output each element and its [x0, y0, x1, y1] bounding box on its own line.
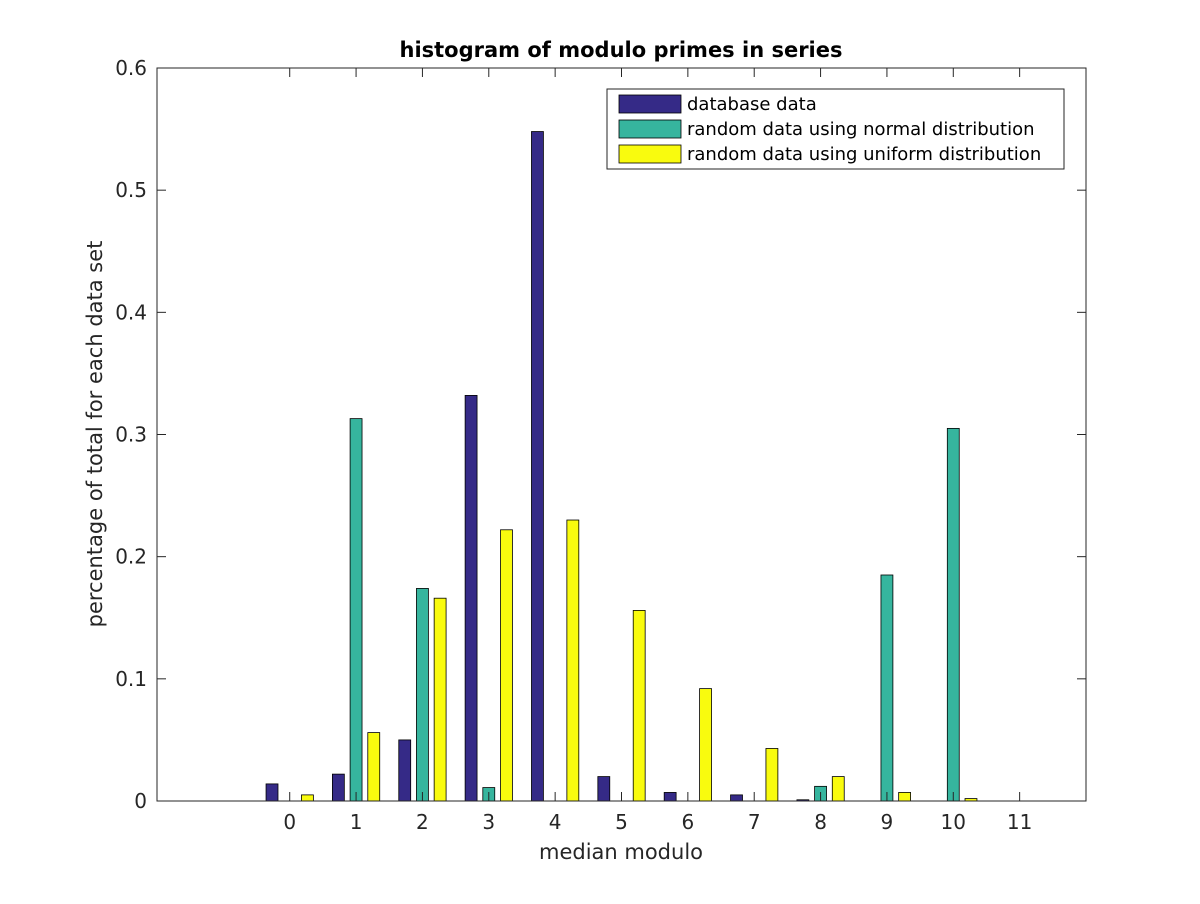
x-tick-label: 0	[283, 810, 296, 834]
x-tick-label: 3	[482, 810, 495, 834]
bar-series-2-cat-10	[946, 427, 960, 802]
x-tick-label: 5	[615, 810, 628, 834]
legend-swatch-series-2	[618, 119, 682, 139]
legend-label-series-1: database data	[687, 94, 817, 115]
bar-series-3-cat-1	[367, 732, 381, 802]
x-tick-label: 6	[681, 810, 694, 834]
bar-series-1-cat-6	[663, 792, 677, 802]
y-tick-label: 0.2	[115, 545, 147, 569]
y-tick-label: 0.5	[115, 178, 147, 202]
legend-swatch-series-1	[618, 94, 682, 114]
x-tick-label: 7	[748, 810, 761, 834]
plot-area	[157, 68, 1086, 801]
y-axis-label: percentage of total for each data set	[83, 241, 107, 628]
y-tick-label: 0.1	[115, 667, 147, 691]
bar-series-1-cat-1	[331, 773, 345, 802]
bar-series-3-cat-3	[500, 529, 513, 802]
axes-group: 0 1 2 3 4 5 6 7 8 9 10 11 0 0.1 0.2 0.3 0.4 0.5 0.6	[115, 56, 1087, 834]
y-tick-label: 0.3	[115, 423, 147, 447]
bar-series-1-cat-4	[531, 131, 544, 802]
bar-series-3-cat-2	[433, 597, 447, 802]
x-axis-label: median modulo	[539, 840, 703, 864]
x-tick-label: 2	[416, 810, 429, 834]
bar-series-1-cat-2	[398, 739, 412, 802]
legend-label-series-2: random data using normal distribution	[687, 119, 1035, 140]
bar-series-1-cat-3	[464, 395, 478, 802]
legend: database data random data using normal di…	[606, 88, 1065, 170]
x-tick-label: 1	[350, 810, 363, 834]
bar-series-3-cat-5	[632, 610, 646, 802]
bar-series-3-cat-0	[301, 794, 314, 802]
legend-box	[606, 88, 1065, 170]
bar-series-3-cat-7	[765, 748, 779, 802]
bar-series-1-cat-7	[730, 794, 743, 802]
bar-series-2-cat-1	[349, 418, 363, 802]
chart-title: histogram of modulo primes in series	[400, 38, 843, 62]
legend-label-series-3: random data using uniform distribution	[687, 144, 1041, 165]
x-tick-label: 10	[941, 810, 966, 834]
x-tick-label: 9	[881, 810, 894, 834]
bar-series-3-cat-8	[831, 776, 845, 802]
x-tick-label: 8	[814, 810, 827, 834]
legend-swatch-series-3	[618, 144, 682, 164]
y-tick-label: 0	[134, 789, 147, 813]
bar-series-2-cat-9	[880, 574, 894, 802]
x-tick-label: 11	[1007, 810, 1032, 834]
y-tick-label: 0.4	[115, 300, 147, 324]
y-tick-label: 0.6	[115, 56, 147, 80]
bar-series-1-cat-5	[597, 776, 611, 802]
bar-series-3-cat-4	[566, 519, 580, 802]
bar-series-2-cat-2	[416, 588, 429, 802]
bar-series-3-cat-6	[699, 688, 712, 802]
x-tick-label: 4	[549, 810, 562, 834]
bar-series-3-cat-9	[898, 792, 911, 802]
bar-series-1-cat-0	[265, 783, 279, 802]
